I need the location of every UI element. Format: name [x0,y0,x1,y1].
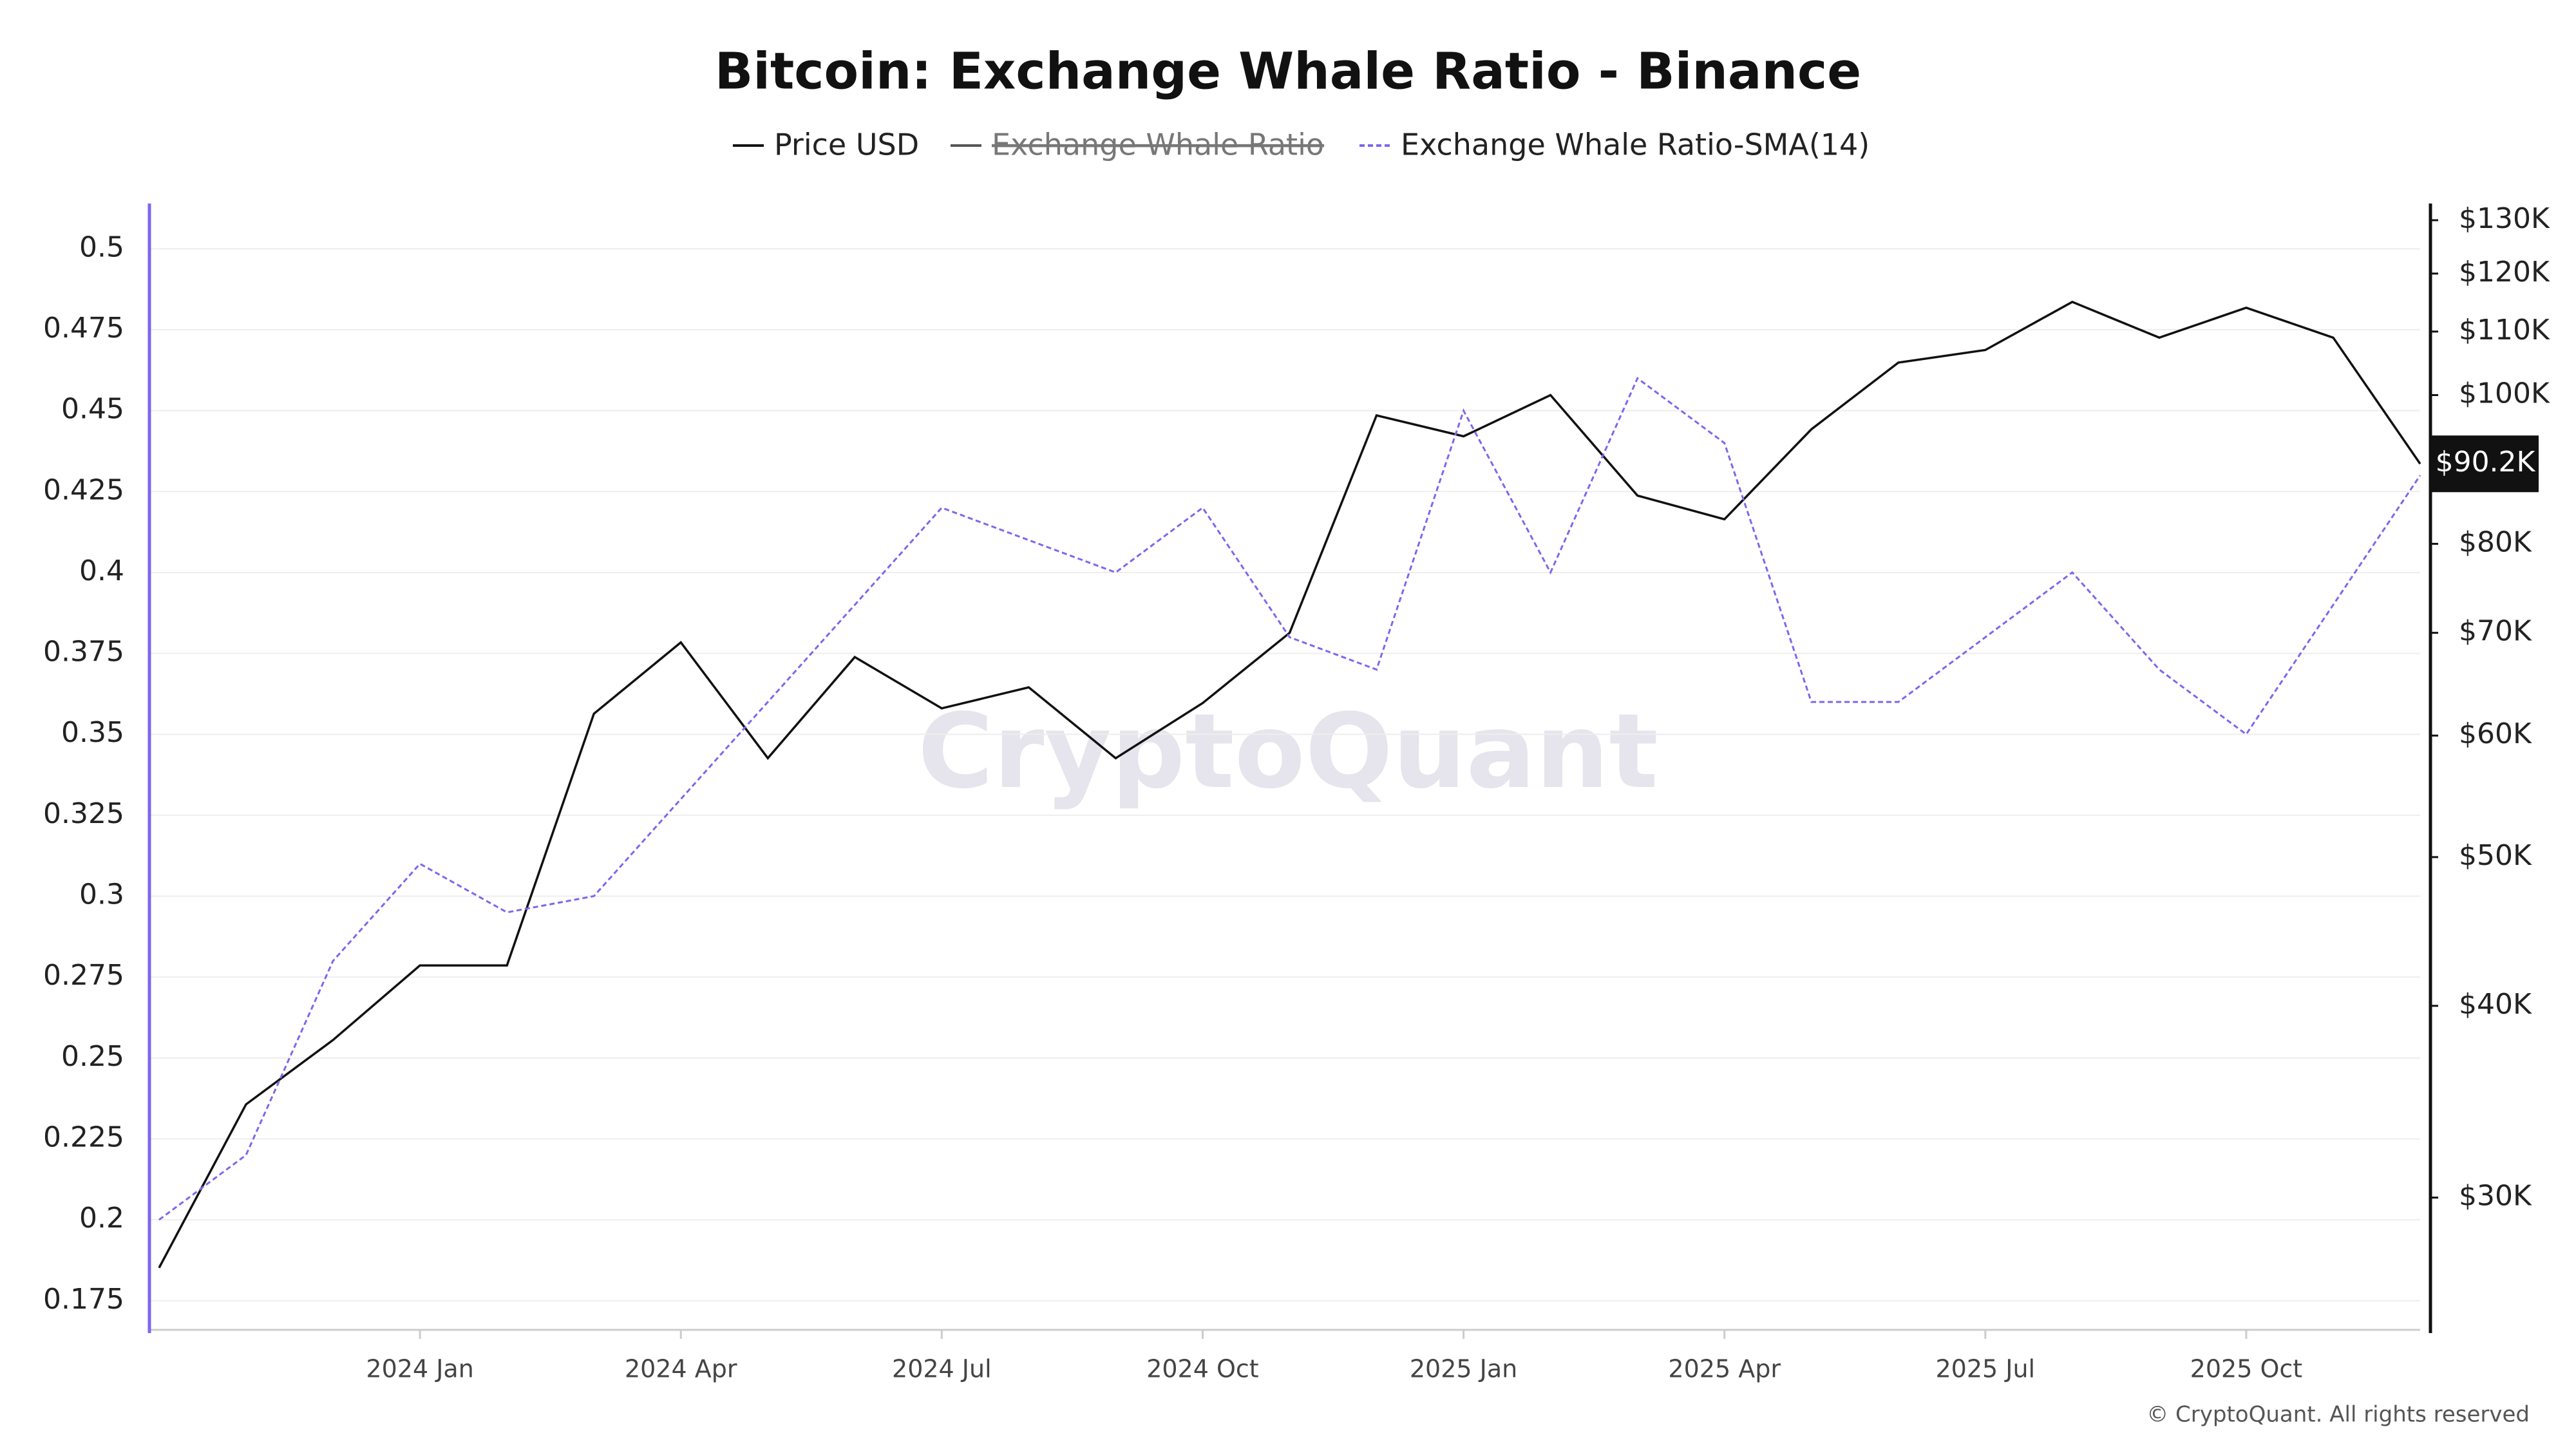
y-tick-label: 0.325 [43,797,124,830]
y-tick-label: 0.5 [79,231,124,263]
y-tick-label: 0.2 [79,1202,124,1235]
credit: © CryptoQuant. All rights reserved [2146,1402,2530,1428]
x-tick-label: 2025 Apr [1668,1355,1781,1383]
x-tick-label: 2024 Jul [892,1355,992,1383]
y2-tick-label: $50K [2459,839,2532,872]
y2-tick-label: $100K [2459,377,2550,410]
x-tick-label: 2024 Apr [625,1355,737,1383]
current-price-label: $90.2K [2436,446,2536,478]
x-tick-label: 2024 Oct [1146,1355,1259,1383]
y2-tick-label: $70K [2459,615,2532,648]
legend: Price USD Exchange Whale Ratio Exchange Wh… [733,128,1870,162]
x-tick-label: 2024 Jan [366,1355,473,1383]
y2-tick-label: $80K [2459,526,2532,558]
y2-tick-label: $30K [2459,1180,2532,1213]
y-tick-label: 0.35 [61,716,124,749]
legend-label: Exchange Whale Ratio-SMA(14) [1401,128,1870,162]
chart-title: Bitcoin: Exchange Whale Ratio - Binance [715,43,1861,100]
series-line [158,377,2421,1221]
legend-label: Exchange Whale Ratio [992,128,1324,162]
y-tick-label: 0.375 [43,636,124,668]
y-tick-label: 0.175 [43,1283,124,1316]
series-line [158,300,2421,1269]
y-tick-label: 0.225 [43,1121,124,1153]
y-tick-label: 0.425 [43,473,124,506]
y2-tick-label: $120K [2459,256,2550,289]
y2-tick-label: $40K [2459,988,2532,1021]
y-tick-label: 0.25 [61,1040,124,1073]
y-tick-label: 0.4 [79,554,124,587]
y2-tick-label: $110K [2459,314,2550,346]
watermark: CryptoQuant [918,691,1658,811]
y-tick-label: 0.45 [61,393,124,426]
y2-tick-label: $130K [2459,202,2550,235]
current-price-box [2432,435,2539,493]
x-tick-label: 2025 Jul [1935,1355,2035,1383]
x-tick-label: 2025 Oct [2190,1355,2303,1383]
y-tick-label: 0.3 [79,878,124,911]
y2-tick-label: $60K [2459,717,2532,750]
legend-label: Price USD [774,128,919,162]
y-tick-label: 0.475 [43,312,124,345]
y-tick-label: 0.275 [43,959,124,992]
x-tick-label: 2025 Jan [1410,1355,1517,1383]
